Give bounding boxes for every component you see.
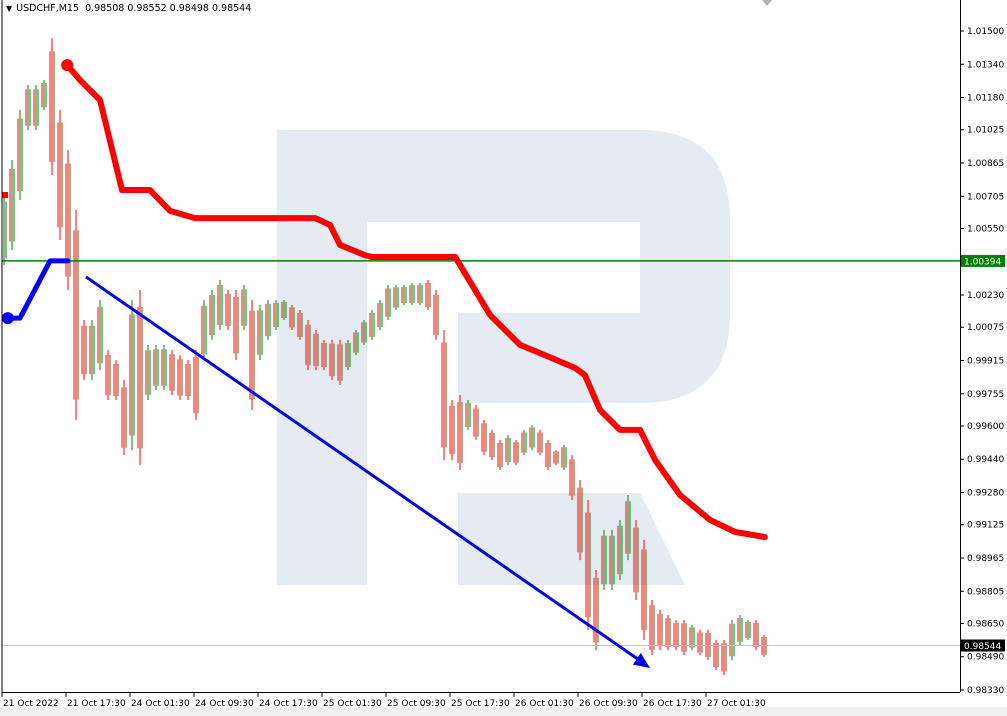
- symbol-label: USDCHF,M15: [16, 3, 80, 14]
- price-tick-label: 0.98965: [967, 554, 1004, 564]
- price-tick-label: 1.00230: [967, 291, 1004, 301]
- price-tick-label: 1.01500: [967, 27, 1004, 37]
- trend-arrow-head-icon: [632, 653, 650, 668]
- price-tick-label: 1.00705: [967, 192, 1004, 202]
- time-tick-label: 24 Oct 01:30: [131, 699, 190, 709]
- current-price-label: 0.98544: [964, 642, 1001, 652]
- price-tick-label: 0.99280: [967, 489, 1004, 499]
- price-tick-label: 0.98650: [967, 619, 1004, 629]
- time-tick-label: 25 Oct 17:30: [451, 699, 510, 709]
- price-tick-label: 0.99125: [967, 521, 1004, 531]
- trailing-stop-stub: [2, 192, 8, 199]
- price-tick-label: 1.01180: [967, 94, 1004, 104]
- trend-arrow-line: [85, 275, 643, 664]
- trailing-stop-line: [64, 62, 768, 540]
- watermark-logo: [277, 130, 730, 585]
- time-tick-label: 21 Oct 17:30: [67, 699, 126, 709]
- price-tick-label: 1.00550: [967, 224, 1004, 234]
- time-tick-label: 21 Oct 2022: [3, 699, 59, 709]
- dropdown-triangle-icon[interactable]: ▼: [6, 4, 13, 13]
- footer-bar: [0, 707, 1007, 716]
- time-tick-label: 24 Oct 09:30: [195, 699, 254, 709]
- price-tick-label: 1.00075: [967, 323, 1004, 333]
- time-tick-label: 24 Oct 17:30: [259, 699, 318, 709]
- current-price-badge: [961, 639, 1005, 652]
- watermark-leg: [458, 493, 685, 585]
- chart-header: ▼ USDCHF,M15 0.98508 0.98552 0.98498 0.98…: [6, 3, 251, 14]
- time-tick-label: 26 Oct 17:30: [643, 699, 702, 709]
- trailing-stop-start-dot: [61, 59, 74, 72]
- time-tick-label: 25 Oct 01:30: [323, 699, 382, 709]
- price-tick-label: 0.98805: [967, 587, 1004, 597]
- time-tick-label: 26 Oct 09:30: [579, 699, 638, 709]
- price-bars: [1, 38, 767, 676]
- price-tick-label: 1.01025: [967, 126, 1004, 136]
- price-tick-label: 1.01340: [967, 60, 1004, 70]
- support-line: [2, 258, 71, 321]
- watermark-bowl: [458, 130, 730, 403]
- price-tick-label: 0.98490: [967, 653, 1004, 663]
- time-tick-label: 26 Oct 01:30: [515, 699, 574, 709]
- price-tick-label: 1.00865: [967, 159, 1004, 169]
- time-tick-label: 27 Oct 01:30: [707, 699, 766, 709]
- time-axis[interactable]: 21 Oct 2022 21 Oct 17:30 24 Oct 01:30 24 Oc…: [1, 692, 766, 709]
- level-price-label: 1.00394: [964, 257, 1001, 267]
- scroll-shift-marker-icon[interactable]: [762, 0, 772, 6]
- price-tick-label: 0.99755: [967, 390, 1004, 400]
- price-axis[interactable]: 1.01500 1.01340 1.01180 1.01025 1.00865 1.007…: [960, 27, 1005, 696]
- ohlc-values: 0.98508 0.98552 0.98498 0.98544: [85, 3, 252, 14]
- support-start-dot: [1, 312, 14, 325]
- time-tick-label: 25 Oct 09:30: [387, 699, 446, 709]
- price-tick-label: 0.99600: [967, 422, 1004, 432]
- price-tick-label: 0.99915: [967, 357, 1004, 367]
- level-price-badge: [961, 254, 1005, 267]
- price-tick-label: 0.99440: [967, 455, 1004, 465]
- price-tick-label: 0.98330: [967, 686, 1004, 696]
- watermark-top: [367, 130, 640, 222]
